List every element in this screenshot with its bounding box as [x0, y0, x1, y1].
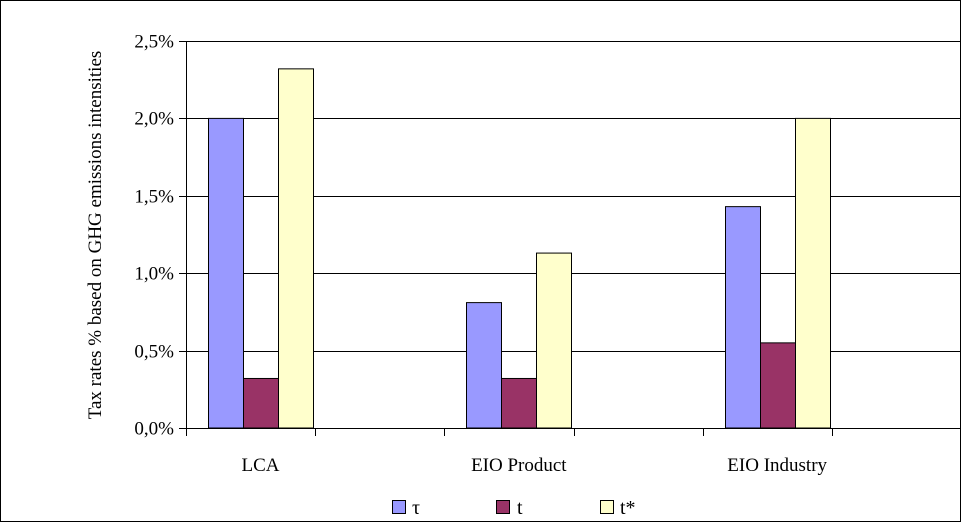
x-category-label: LCA [242, 455, 280, 476]
y-tick-label: 1,0% [134, 264, 174, 285]
y-axis-title: Tax rates % based on GHG emissions inten… [85, 51, 106, 420]
bar-τ-EIO Product [466, 302, 502, 429]
bar-t*-LCA [278, 68, 314, 429]
y-tick-label: 0,5% [134, 342, 174, 363]
x-category-label: EIO Product [471, 455, 567, 476]
y-tick-label: 0,0% [134, 419, 174, 440]
legend-swatch-τ [392, 500, 406, 514]
bar-t-LCA [243, 377, 279, 429]
x-category-label: EIO Industry [727, 455, 827, 476]
bar-t*-EIO Industry [795, 117, 831, 429]
bar-t-EIO Product [501, 377, 537, 429]
y-tick-label: 2,0% [134, 109, 174, 130]
legend-label-t: t [517, 497, 523, 519]
legend-swatch-t [496, 500, 510, 514]
bar-t-EIO Industry [760, 342, 796, 429]
bar-t*-EIO Product [536, 252, 572, 429]
y-tick-label: 1,5% [134, 187, 174, 208]
legend-label-t*: t* [620, 497, 636, 519]
legend-swatch-t* [600, 500, 614, 514]
bar-τ-EIO Industry [725, 206, 761, 429]
bar-τ-LCA [208, 117, 244, 429]
legend-label-τ: τ [412, 497, 420, 519]
y-tick-label: 2,5% [134, 32, 174, 53]
